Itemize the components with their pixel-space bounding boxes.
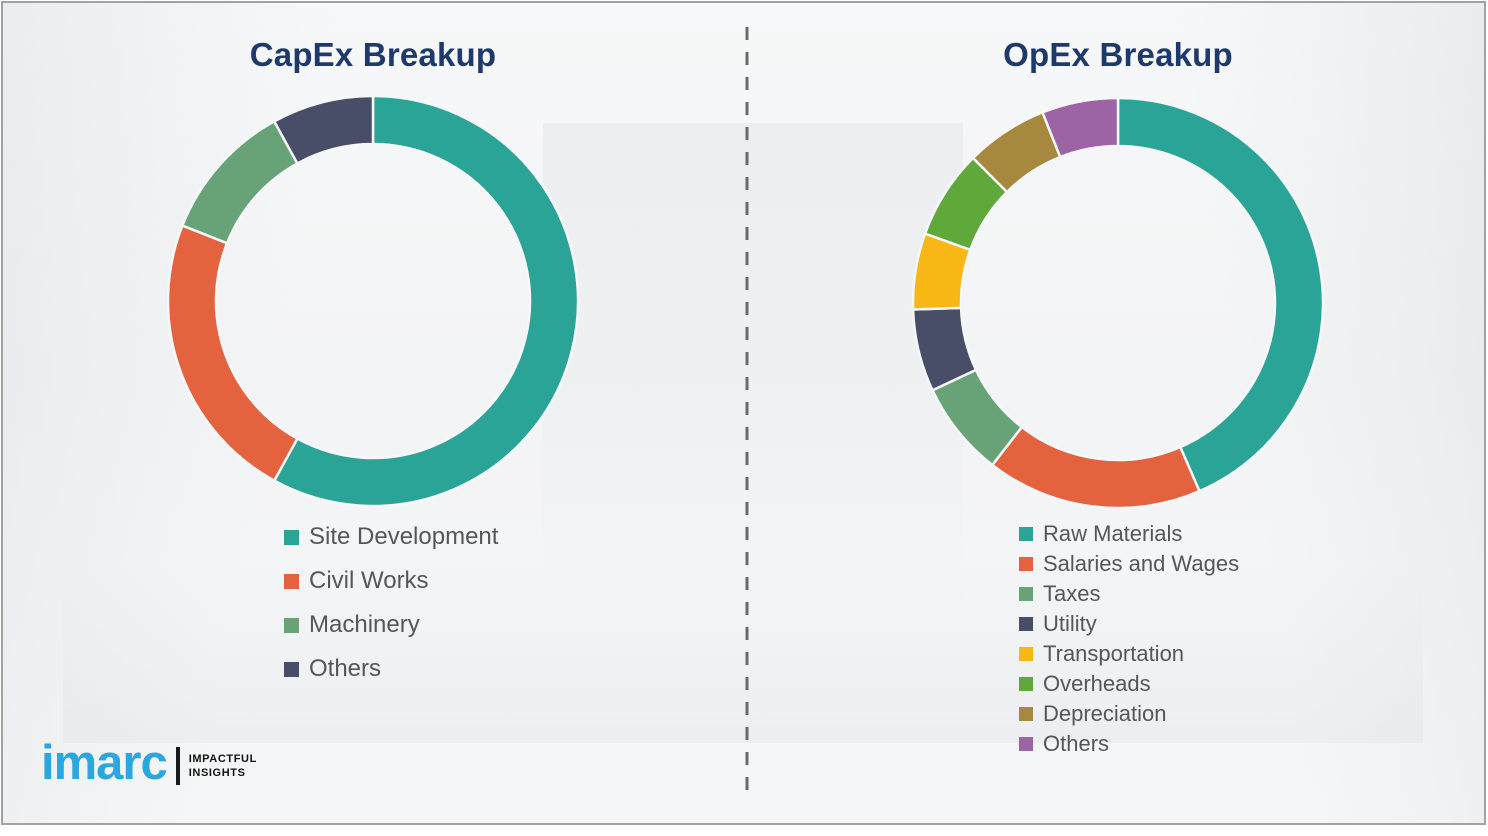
legend-label: Depreciation (1043, 701, 1167, 726)
logo-divider-bar (175, 747, 180, 785)
legend-label: Utility (1043, 611, 1097, 636)
legend-label: Transportation (1043, 641, 1185, 666)
legend-item-raw-materials: Raw Materials (1019, 519, 1239, 549)
legend-label: Civil Works (309, 567, 429, 594)
opex-chart-title: OpEx Breakup (1003, 36, 1233, 73)
donut-segment-raw-materials (1116, 96, 1325, 493)
donut-segment-others (1040, 96, 1120, 159)
legend-item-civil-works: Civil Works (284, 559, 498, 603)
legend-label: Raw Materials (1043, 521, 1183, 546)
legend-swatch (284, 661, 299, 677)
legend-swatch (1019, 677, 1033, 691)
legend-label: Salaries and Wages (1043, 551, 1240, 576)
legend-item-machinery: Machinery (284, 603, 498, 647)
legend-label: Machinery (309, 611, 420, 638)
legend-label: Site Development (309, 523, 499, 550)
logo-tagline-line1: IMPACTFUL (188, 753, 257, 765)
legend-swatch (1019, 587, 1033, 601)
legend-item-transportation: Transportation (1019, 639, 1239, 669)
legend-item-site-development: Site Development (284, 515, 498, 559)
donut-segment-others (272, 94, 375, 166)
capex-chart-title: CapEx Breakup (249, 36, 497, 73)
legend-label: Others (309, 655, 382, 682)
capex-donut-chart (166, 94, 580, 508)
legend-item-others: Others (1019, 729, 1239, 759)
legend-item-taxes: Taxes (1019, 579, 1239, 609)
legend-swatch (1019, 527, 1033, 541)
legend-swatch (284, 529, 299, 545)
divider-line (745, 27, 749, 795)
opex-donut-chart (911, 96, 1325, 510)
legend-swatch (284, 573, 299, 589)
legend-swatch (1019, 557, 1033, 571)
opex-legend: Raw Materials Salaries and Wages Taxes Util… (1019, 519, 1239, 759)
legend-swatch (284, 617, 299, 633)
legend-item-utility: Utility (1019, 609, 1239, 639)
logo-tagline-line2: INSIGHTS (188, 767, 246, 779)
legend-swatch (1019, 737, 1033, 751)
legend-label: Taxes (1043, 581, 1101, 606)
legend-swatch (1019, 647, 1033, 661)
logo-tagline: IMPACTFUL INSIGHTS (189, 752, 257, 780)
legend-swatch (1019, 617, 1033, 631)
legend-swatch (1019, 707, 1033, 721)
legend-label: Others (1043, 731, 1110, 756)
legend-item-depreciation: Depreciation (1019, 699, 1239, 729)
imarc-logo: imarc IMPACTFUL INSIGHTS (41, 735, 257, 791)
legend-item-overheads: Overheads (1019, 669, 1239, 699)
donut-segment-site-development (272, 94, 580, 508)
legend-label: Overheads (1043, 671, 1151, 696)
imarc-logo-wordmark: imarc (41, 736, 168, 790)
capex-legend: Site Development Civil Works Machinery Othe… (284, 515, 498, 691)
legend-item-others: Others (284, 647, 498, 691)
legend-item-salaries-and-wages: Salaries and Wages (1019, 549, 1239, 579)
